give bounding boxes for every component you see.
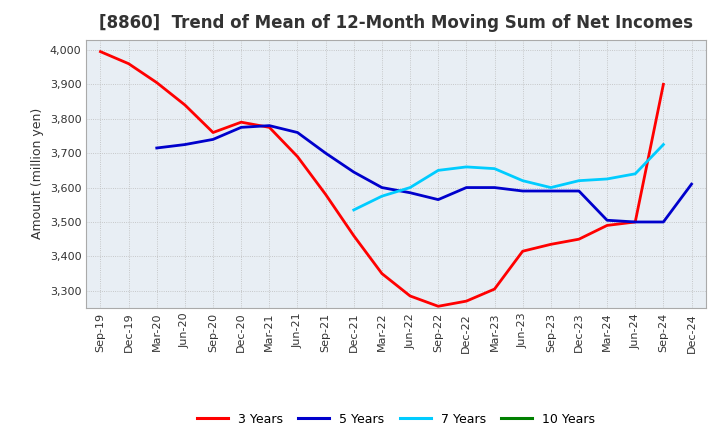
Line: 7 Years: 7 Years bbox=[354, 145, 663, 210]
3 Years bbox=[237, 120, 246, 125]
3 Years bbox=[546, 242, 555, 247]
5 Years bbox=[406, 190, 415, 195]
5 Years bbox=[349, 169, 358, 175]
3 Years bbox=[406, 293, 415, 299]
3 Years bbox=[603, 223, 611, 228]
5 Years bbox=[153, 145, 161, 150]
7 Years bbox=[631, 171, 639, 176]
7 Years bbox=[575, 178, 583, 183]
7 Years bbox=[659, 142, 667, 147]
7 Years bbox=[490, 166, 499, 171]
3 Years bbox=[293, 154, 302, 159]
5 Years bbox=[575, 188, 583, 194]
3 Years bbox=[659, 82, 667, 87]
5 Years bbox=[546, 188, 555, 194]
3 Years bbox=[575, 237, 583, 242]
3 Years bbox=[181, 103, 189, 108]
7 Years bbox=[546, 185, 555, 190]
3 Years bbox=[518, 249, 527, 254]
3 Years bbox=[631, 219, 639, 224]
5 Years bbox=[518, 188, 527, 194]
7 Years bbox=[462, 164, 471, 169]
3 Years bbox=[265, 125, 274, 130]
Legend: 3 Years, 5 Years, 7 Years, 10 Years: 3 Years, 5 Years, 7 Years, 10 Years bbox=[192, 407, 600, 431]
7 Years bbox=[434, 168, 443, 173]
5 Years bbox=[490, 185, 499, 190]
3 Years bbox=[209, 130, 217, 135]
5 Years bbox=[237, 125, 246, 130]
Line: 5 Years: 5 Years bbox=[157, 126, 691, 222]
5 Years bbox=[603, 218, 611, 223]
7 Years bbox=[406, 185, 415, 190]
3 Years bbox=[96, 49, 105, 54]
5 Years bbox=[631, 219, 639, 224]
5 Years bbox=[434, 197, 443, 202]
5 Years bbox=[321, 150, 330, 156]
3 Years bbox=[321, 192, 330, 197]
3 Years bbox=[125, 61, 133, 66]
Line: 3 Years: 3 Years bbox=[101, 51, 663, 306]
7 Years bbox=[349, 207, 358, 213]
5 Years bbox=[181, 142, 189, 147]
7 Years bbox=[377, 194, 386, 199]
5 Years bbox=[687, 181, 696, 187]
3 Years bbox=[434, 304, 443, 309]
3 Years bbox=[462, 298, 471, 304]
7 Years bbox=[518, 178, 527, 183]
5 Years bbox=[265, 123, 274, 128]
3 Years bbox=[153, 80, 161, 85]
5 Years bbox=[209, 137, 217, 142]
Title: [8860]  Trend of Mean of 12-Month Moving Sum of Net Incomes: [8860] Trend of Mean of 12-Month Moving … bbox=[99, 15, 693, 33]
5 Years bbox=[659, 219, 667, 224]
5 Years bbox=[377, 185, 386, 190]
5 Years bbox=[293, 130, 302, 135]
3 Years bbox=[490, 286, 499, 292]
Y-axis label: Amount (million yen): Amount (million yen) bbox=[32, 108, 45, 239]
3 Years bbox=[377, 271, 386, 276]
5 Years bbox=[462, 185, 471, 190]
7 Years bbox=[603, 176, 611, 182]
3 Years bbox=[349, 233, 358, 238]
